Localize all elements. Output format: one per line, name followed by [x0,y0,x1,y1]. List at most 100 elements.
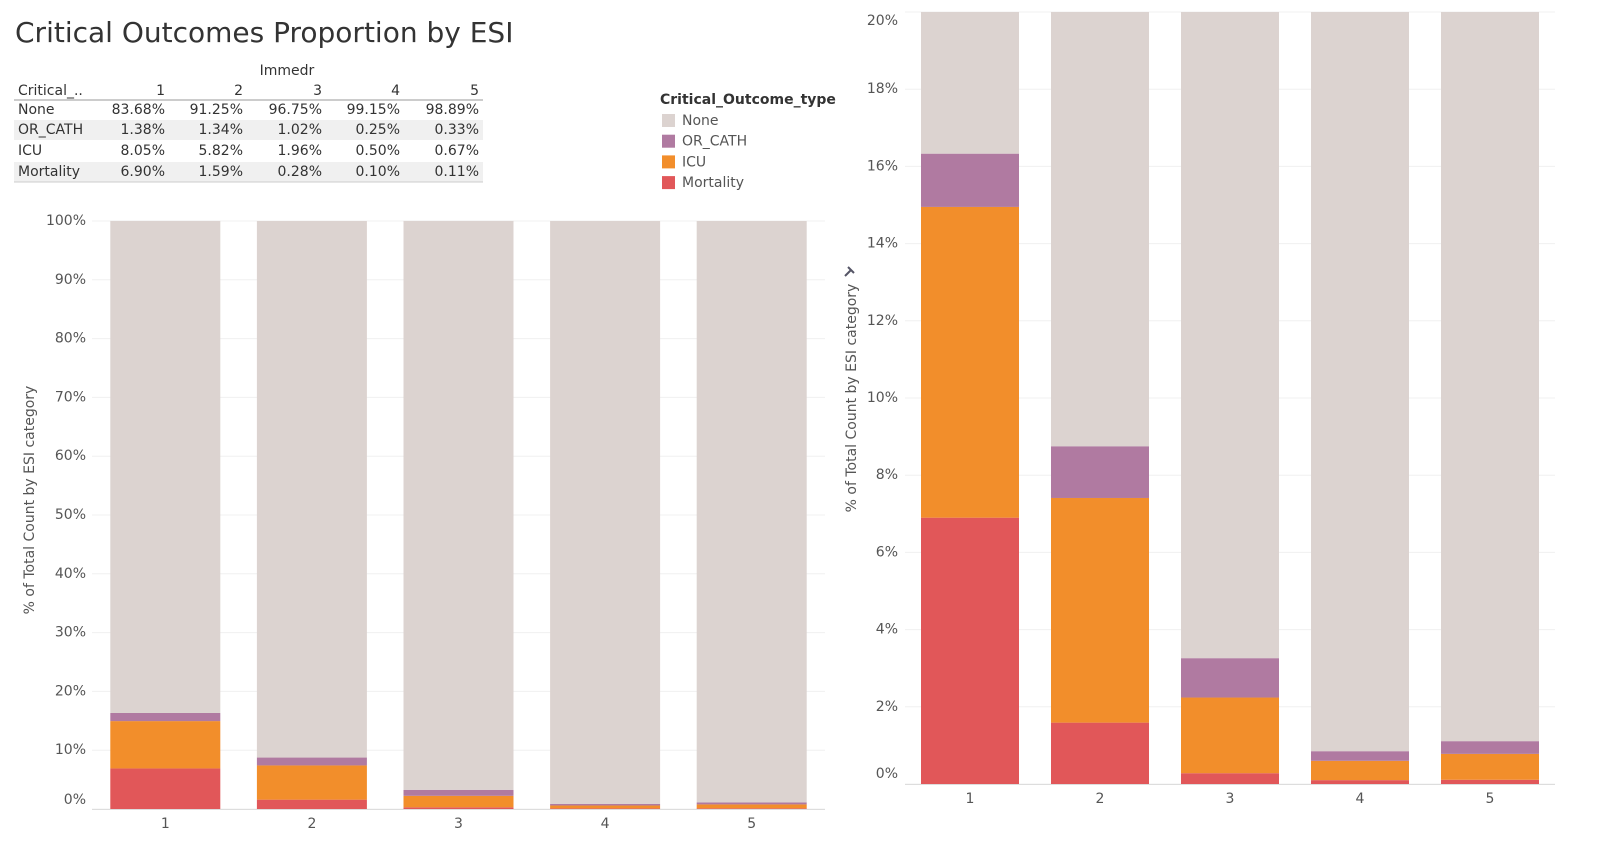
bar-segment [921,12,1019,154]
bar-segment [1181,697,1279,774]
y-tick-label: 30% [55,625,86,641]
table-column-header: 5 [470,83,479,99]
x-tick-label: 1 [161,816,170,832]
bar-segment [110,768,221,809]
table-row-label: ICU [18,143,42,159]
x-tick-label: 5 [1486,791,1495,807]
bar-segment [550,805,661,809]
bar-segment [256,765,367,800]
bar-segment [1441,12,1539,742]
bar-segment [403,807,514,809]
legend-swatch [662,176,675,190]
bar-segment [1181,773,1279,784]
bar-segment [403,795,514,808]
bar-segment [550,221,661,805]
table-cell: 0.28% [278,164,322,180]
table-row-bg [14,120,483,140]
y-tick-label: 60% [55,448,86,464]
bar-segment [1051,446,1149,498]
legend-label: None [682,113,719,129]
bar-segment [1441,753,1539,780]
legend-label: OR_CATH [682,134,747,150]
y-tick-label: 10% [55,742,86,758]
table-column-header: 4 [391,83,400,99]
y-tick-label: 0% [876,766,898,782]
y-tick-label: 100% [46,213,86,229]
y-tick-label: 80% [55,331,86,347]
table-column-header: 2 [234,83,243,99]
y-tick-label: 14% [867,236,898,252]
legend-title: Critical_Outcome_type [660,92,836,108]
table-cell: 5.82% [199,143,243,159]
bar-segment [550,808,661,809]
bar-segment [256,757,367,766]
bar-segment [696,808,807,809]
table-cell: 99.15% [347,102,400,118]
table-cell: 1.59% [199,164,243,180]
table-row-label: None [18,102,55,118]
title: Critical Outcomes Proportion by ESI [15,16,513,49]
bar-segment [1051,497,1149,723]
table-cell: 8.05% [121,143,165,159]
table-column-header: 3 [313,83,322,99]
y-tick-label: 4% [876,622,898,638]
bar-segment [1181,12,1279,659]
bar-segment [110,712,221,722]
y-tick-label: 10% [867,390,898,406]
y-tick-label: 18% [867,81,898,97]
table-cell: 83.68% [112,102,165,118]
legend-swatch [662,134,675,148]
table: Immedr Critical_.. 1 2 3 4 5 None 83.68% 91.25% 96… [14,63,483,183]
table-cell: 0.50% [356,143,400,159]
y-tick-label: 50% [55,507,86,523]
y-tick-label: 16% [867,158,898,174]
bar-segment [1311,780,1409,784]
bars [921,12,1539,784]
y-tick-label: 40% [55,566,86,582]
y-tick-label: 20% [867,13,898,29]
legend: Critical_Outcome_type None OR_CATH ICU Mort… [660,92,836,191]
legend-swatch [662,114,675,127]
table-cell: 0.25% [356,122,400,138]
bar-segment [1051,12,1149,447]
legend-label: ICU [682,154,706,170]
bar-segment [696,802,807,805]
bar-segment [1311,12,1409,752]
bar-segment [1441,741,1539,754]
y-axis-title: % of Total Count by ESI category [22,386,38,615]
bars [110,220,807,809]
table-cell: 0.67% [435,143,479,159]
bar-segment [921,153,1019,207]
bar-segment [696,221,807,803]
table-cell: 98.89% [426,102,479,118]
bar-segment [403,789,514,796]
bar-segment [1311,760,1409,781]
table-cell: 1.34% [199,122,243,138]
table-cell: 91.25% [190,102,243,118]
table-row-header: Critical_.. [18,83,83,99]
y-tick-label: 2% [876,699,898,715]
x-tick-label: 5 [747,816,756,832]
table-cell: 1.96% [278,143,322,159]
y-tick-label: 90% [55,272,86,288]
legend-swatch [662,155,675,169]
bar-segment [921,206,1019,518]
table-row-bg [14,162,483,182]
table-group-header: Immedr [260,63,315,79]
legend-label: Mortality [682,175,744,191]
pin-icon [844,266,855,277]
y-tick-label: 20% [55,683,86,699]
bar-segment [921,517,1019,784]
x-tick-label: 4 [601,816,610,832]
y-tick-label: 0% [64,792,86,808]
x-tick-label: 2 [307,816,316,832]
bar-segment [256,799,367,809]
bar-segment [1441,779,1539,784]
table-cell: 0.10% [356,164,400,180]
bar-segment [696,804,807,809]
bar-segment [110,220,221,713]
bar-segment [256,221,367,758]
bar-segment [1051,722,1149,784]
x-tick-label: 2 [1096,791,1105,807]
